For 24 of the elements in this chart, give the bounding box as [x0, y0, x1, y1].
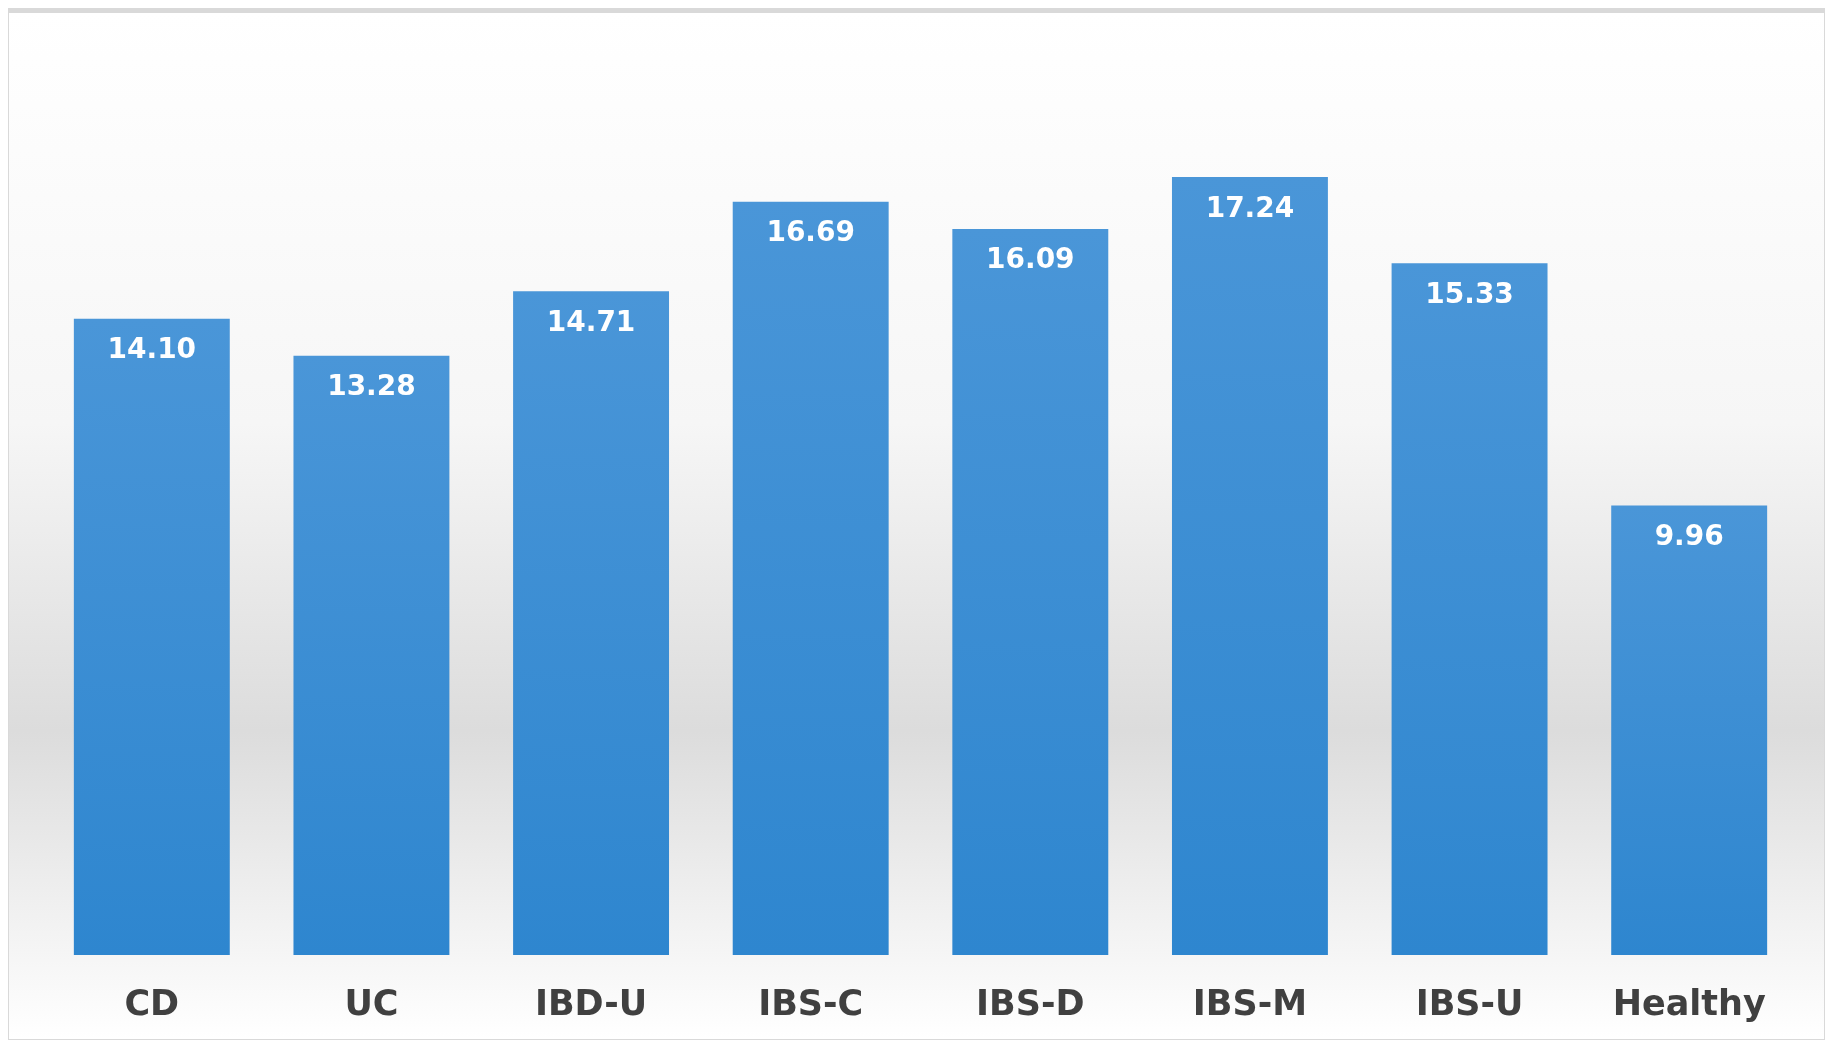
- x-tick-label: IBS-C: [758, 982, 864, 1023]
- data-label: 9.96: [1654, 519, 1724, 553]
- bar: [952, 228, 1109, 955]
- bar: [293, 355, 450, 955]
- x-tick-label: UC: [344, 982, 399, 1023]
- x-tick-label: Healthy: [1612, 982, 1766, 1023]
- data-label: 13.28: [327, 369, 416, 403]
- x-tick-label: IBS-D: [976, 982, 1085, 1023]
- bar: [1391, 263, 1548, 955]
- data-label: 15.33: [1425, 276, 1514, 310]
- bar: [1611, 505, 1768, 955]
- x-tick-label: CD: [124, 982, 180, 1023]
- data-label: 14.10: [107, 332, 197, 366]
- data-label: 16.09: [986, 242, 1075, 276]
- bar: [513, 291, 670, 955]
- data-label: 16.69: [766, 215, 855, 249]
- x-tick-label: IBS-M: [1192, 982, 1308, 1023]
- x-tick-label: IBD-U: [534, 982, 648, 1023]
- bar: [73, 318, 230, 955]
- data-label: 17.24: [1205, 190, 1295, 224]
- data-label: 14.71: [546, 304, 636, 338]
- bar: [732, 201, 889, 955]
- bar: [1171, 177, 1328, 955]
- x-tick-label: IBS-U: [1415, 982, 1524, 1023]
